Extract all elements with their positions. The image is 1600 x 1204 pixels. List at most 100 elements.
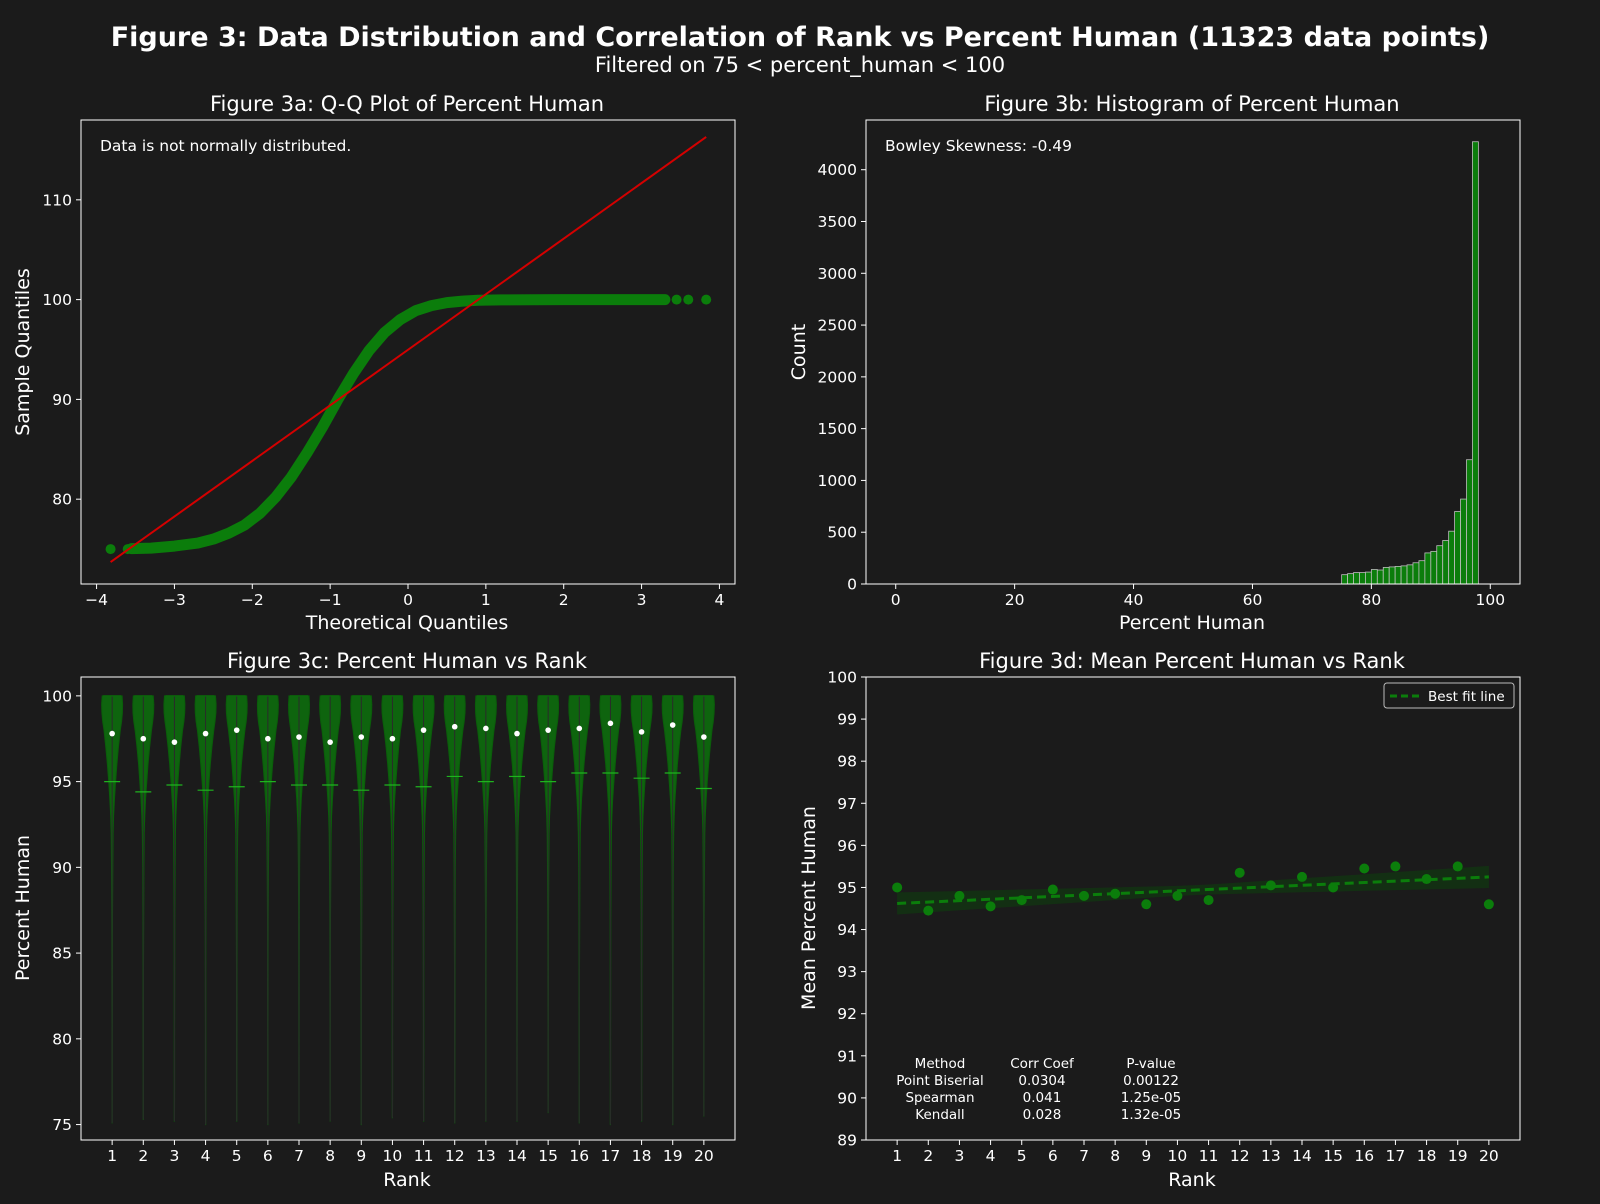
correlation-table: Method Corr Coef P-value Point Biserial … xyxy=(896,1056,1181,1123)
violin-median-point xyxy=(701,734,707,740)
corr-row-method: Kendall xyxy=(915,1107,964,1123)
qq-reference-line xyxy=(110,136,707,563)
hist-title: Figure 3b: Histogram of Percent Human xyxy=(984,92,1399,116)
mean-point xyxy=(1421,874,1432,885)
hist-bar xyxy=(1382,567,1390,585)
mean-y-tick-label: 89 xyxy=(837,1132,857,1150)
qq-sample-point xyxy=(671,294,682,305)
hist-bar xyxy=(1359,572,1366,585)
violin-x-tick-label: 4 xyxy=(201,1147,211,1165)
mean-legend-label: Best fit line xyxy=(1428,689,1505,705)
violin-median-point xyxy=(202,730,209,737)
qq-sample-curve xyxy=(126,294,671,555)
violin-x-tick-label: 18 xyxy=(632,1147,652,1165)
hist-bar xyxy=(1466,459,1473,585)
hist-y-tick-label: 1000 xyxy=(818,472,857,490)
violin-y-tick-label: 85 xyxy=(52,945,72,963)
mean-x-tick-label: 19 xyxy=(1448,1147,1468,1165)
violin-y-tick-label: 80 xyxy=(52,1030,72,1048)
corr-row-coef: 0.041 xyxy=(1023,1090,1062,1106)
hist-bar xyxy=(1347,573,1354,585)
qq-y-tick-label: 90 xyxy=(52,391,72,409)
mean-x-tick-label: 14 xyxy=(1292,1147,1312,1165)
hist-x-tick-label: 20 xyxy=(1005,591,1025,609)
violin-x-tick-label: 6 xyxy=(263,1147,273,1165)
hist-ylabel: Count xyxy=(788,324,810,380)
qq-x-tick-label: −2 xyxy=(241,591,264,609)
mean-y-tick-label: 99 xyxy=(837,711,857,729)
hist-xlabel: Percent Human xyxy=(1119,612,1265,634)
qq-x-tick-label: −3 xyxy=(163,591,186,609)
violin-x-tick-label: 15 xyxy=(538,1147,558,1165)
hist-annotation: Bowley Skewness: -0.49 xyxy=(885,137,1072,155)
hist-bar xyxy=(1454,511,1461,585)
panel-mean: Figure 3d: Mean Percent Human vs Rank Ra… xyxy=(798,649,1521,1191)
mean-point xyxy=(1172,890,1183,901)
violin-frame xyxy=(80,676,736,1141)
violin-median-point xyxy=(669,722,676,728)
mean-x-tick-label: 16 xyxy=(1354,1147,1374,1165)
mean-best-fit-line xyxy=(897,875,1489,905)
corr-row-pvalue: 1.32e-05 xyxy=(1121,1107,1181,1123)
mean-point xyxy=(1483,899,1494,910)
corr-row-coef: 0.028 xyxy=(1023,1107,1062,1123)
mean-y-tick-label: 100 xyxy=(827,669,857,687)
mean-point xyxy=(1359,863,1370,874)
violin-x-tick-label: 8 xyxy=(325,1147,335,1165)
qq-x-tick-label: 1 xyxy=(481,591,491,609)
hist-bar xyxy=(1353,572,1360,585)
mean-point xyxy=(954,890,965,901)
qq-sample-point xyxy=(683,294,694,305)
mean-x-tick-label: 10 xyxy=(1168,1147,1188,1165)
mean-y-tick-label: 97 xyxy=(837,795,857,813)
mean-point xyxy=(1234,867,1245,878)
panel-violin: Figure 3c: Percent Human vs Rank Rank Pe… xyxy=(12,649,736,1191)
mean-x-tick-label: 12 xyxy=(1230,1147,1250,1165)
qq-x-tick-label: 4 xyxy=(714,591,724,609)
mean-point xyxy=(1016,895,1027,906)
qq-y-tick-label: 100 xyxy=(42,291,72,309)
mean-x-tick-label: 7 xyxy=(1079,1147,1089,1165)
qq-y-tick-label: 110 xyxy=(42,191,72,209)
mean-y-tick-label: 91 xyxy=(837,1047,857,1065)
qq-x-tick-label: −1 xyxy=(319,591,342,609)
violin-x-tick-label: 7 xyxy=(294,1147,304,1165)
hist-y-tick-label: 1500 xyxy=(818,420,857,438)
violin-median-point xyxy=(327,739,333,745)
violin-y-tick-label: 100 xyxy=(42,687,72,705)
mean-x-tick-label: 9 xyxy=(1141,1147,1151,1165)
mean-point xyxy=(1047,884,1058,895)
violin-x-tick-label: 13 xyxy=(476,1147,496,1165)
hist-bar xyxy=(1394,565,1402,585)
violin-title: Figure 3c: Percent Human vs Rank xyxy=(227,649,588,673)
violin-x-tick-label: 5 xyxy=(232,1147,242,1165)
qq-annotation: Data is not normally distributed. xyxy=(100,137,351,155)
corr-row-method: Point Biserial xyxy=(896,1073,984,1089)
hist-y-tick-label: 2000 xyxy=(818,368,857,386)
violin-x-tick-label: 2 xyxy=(138,1147,148,1165)
violin-median-point xyxy=(451,723,458,730)
hist-y-tick-label: 4000 xyxy=(818,161,857,179)
mean-x-tick-label: 20 xyxy=(1479,1147,1499,1165)
violin-median-point xyxy=(420,727,427,733)
hist-bar xyxy=(1430,550,1438,585)
mean-point xyxy=(892,882,903,893)
hist-bar xyxy=(1448,530,1455,585)
hist-y-tick-label: 500 xyxy=(827,524,857,542)
violin-median-point xyxy=(483,725,489,732)
violin-median-point xyxy=(358,734,365,740)
mean-x-tick-label: 5 xyxy=(1017,1147,1027,1165)
violin-x-tick-label: 19 xyxy=(663,1147,683,1165)
violin-median-point xyxy=(296,734,302,740)
mean-point xyxy=(1452,861,1463,872)
violin-median-point xyxy=(265,735,271,742)
mean-y-tick-label: 96 xyxy=(837,837,857,855)
hist-bar xyxy=(1442,540,1450,585)
mean-xlabel: Rank xyxy=(1168,1169,1215,1191)
qq-xlabel: Theoretical Quantiles xyxy=(305,612,508,634)
mean-frame xyxy=(865,676,1521,1141)
mean-x-tick-label: 3 xyxy=(954,1147,964,1165)
qq-title: Figure 3a: Q-Q Plot of Percent Human xyxy=(210,92,604,116)
